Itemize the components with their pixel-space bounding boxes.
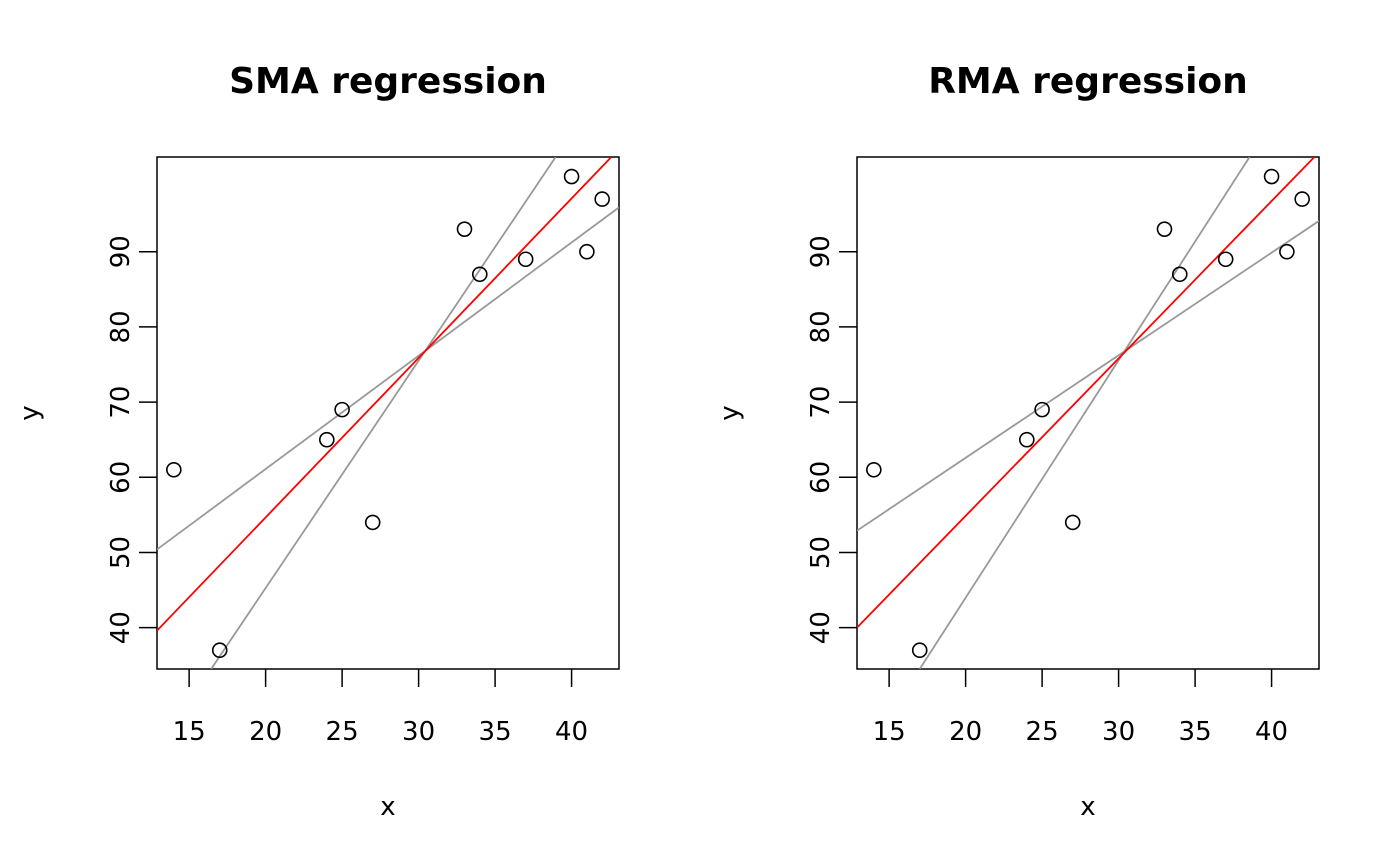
- y-tick-label: 40: [106, 611, 136, 644]
- y-tick-label: 40: [806, 611, 836, 644]
- point: [1019, 431, 1035, 448]
- regression-line: [157, 157, 613, 632]
- x-axis-label: x: [1080, 792, 1095, 822]
- y-tick-label: 60: [106, 461, 136, 494]
- point: [1217, 251, 1234, 268]
- x-tick-label: 40: [1255, 717, 1288, 747]
- point: [334, 401, 350, 418]
- point: [166, 461, 182, 478]
- y-axis-label: y: [715, 405, 745, 420]
- x-tick-label: 25: [326, 717, 359, 747]
- point: [1279, 243, 1295, 260]
- plot-frame: [856, 156, 1320, 670]
- point: [1034, 401, 1050, 418]
- point: [579, 243, 595, 260]
- point: [1064, 514, 1081, 531]
- y-tick-label: 50: [806, 536, 836, 569]
- lines: [157, 157, 619, 669]
- point: [319, 431, 335, 448]
- chart-title: RMA regression: [928, 61, 1248, 102]
- point: [866, 461, 882, 478]
- point: [594, 191, 610, 207]
- regression-line: [918, 157, 1251, 669]
- x-tick-label: 20: [249, 717, 282, 747]
- regression-line: [157, 206, 619, 551]
- chart-title: SMA regression: [229, 61, 547, 102]
- point: [456, 221, 473, 237]
- point: [364, 514, 381, 531]
- regression-line: [857, 157, 1316, 629]
- point: [1156, 221, 1173, 237]
- x-tick-label: 20: [949, 717, 982, 747]
- y-tick-label: 60: [806, 461, 836, 494]
- point: [1171, 266, 1188, 283]
- point: [517, 251, 534, 268]
- lines: [857, 157, 1319, 669]
- y-tick-label: 70: [806, 386, 836, 419]
- point: [211, 642, 228, 659]
- y-tick-label: 70: [106, 386, 136, 419]
- x-tick-label: 40: [555, 717, 588, 747]
- x-tick-label: 25: [1026, 717, 1059, 747]
- point: [1263, 168, 1280, 185]
- y-tick-label: 90: [106, 235, 136, 268]
- point: [911, 642, 928, 659]
- x-axis-label: x: [380, 792, 395, 822]
- y-axis-label: y: [15, 405, 45, 420]
- point: [1294, 191, 1310, 207]
- point: [563, 168, 580, 185]
- x-tick-label: 35: [1179, 717, 1212, 747]
- x-tick-label: 30: [402, 717, 435, 747]
- x-tick-label: 15: [873, 717, 906, 747]
- plot-frame: [156, 156, 620, 670]
- y-tick-label: 80: [806, 310, 836, 343]
- x-tick-label: 35: [479, 717, 512, 747]
- point: [471, 266, 488, 283]
- x-tick-label: 15: [173, 717, 206, 747]
- regression-line: [210, 157, 557, 669]
- x-tick-label: 30: [1102, 717, 1135, 747]
- y-tick-label: 80: [106, 310, 136, 343]
- regression-line: [857, 220, 1319, 532]
- y-tick-label: 90: [806, 235, 836, 268]
- y-tick-label: 50: [106, 536, 136, 569]
